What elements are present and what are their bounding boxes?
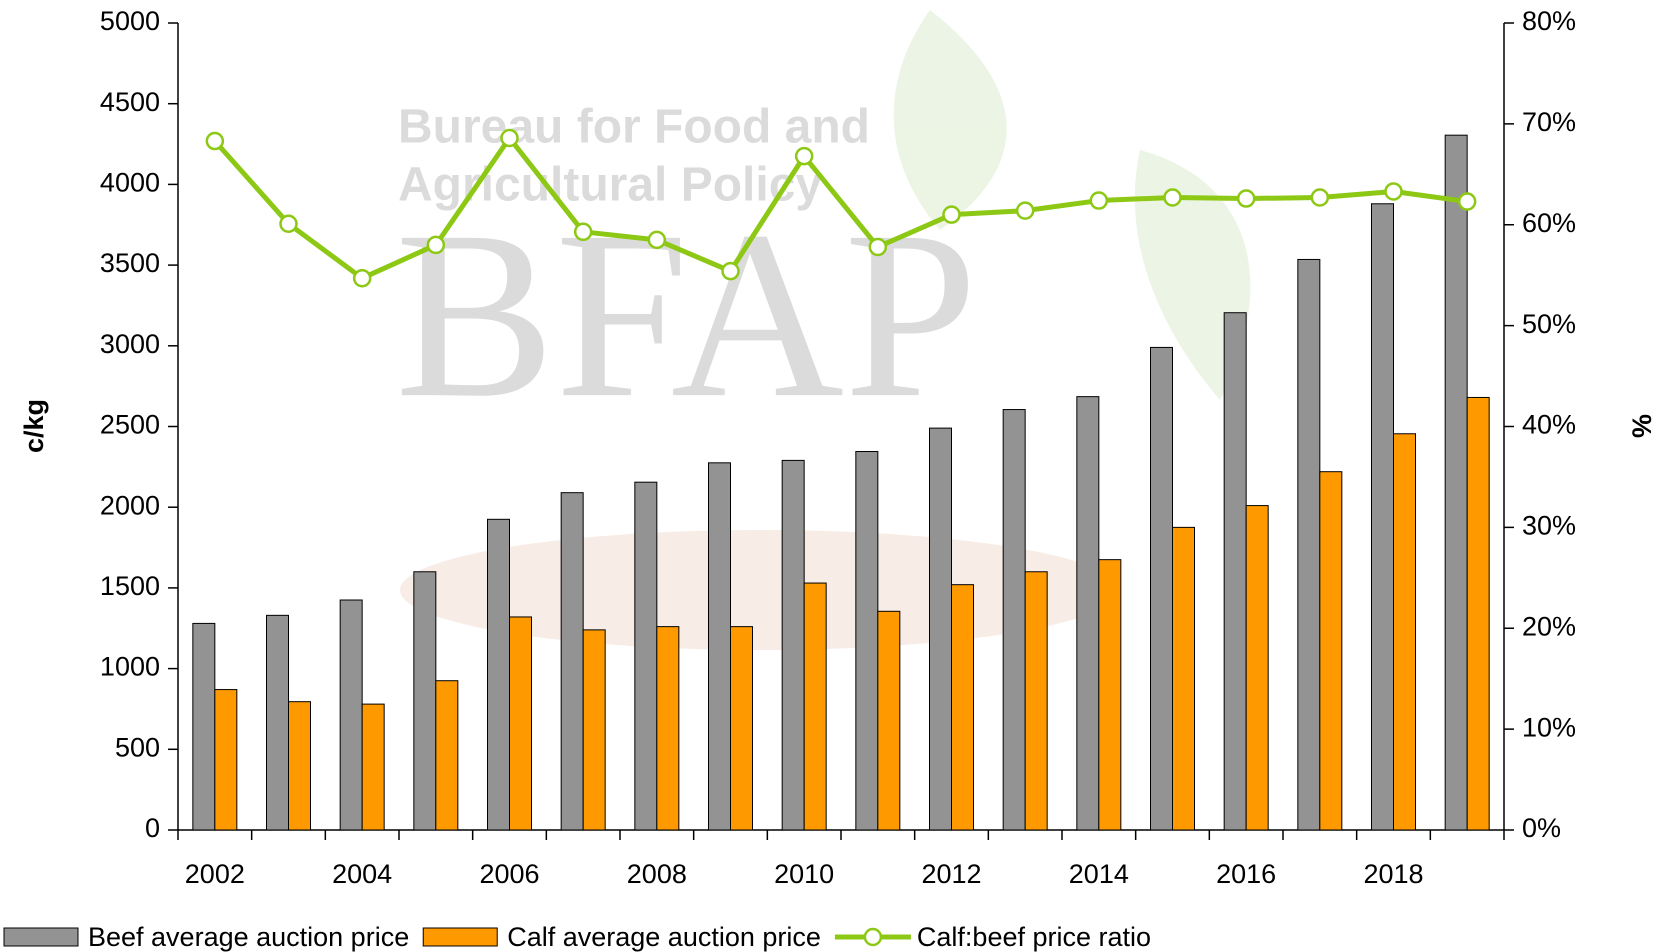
bar	[1297, 258, 1321, 831]
x-tick-label: 2014	[1069, 859, 1129, 889]
x-tick-label: 2002	[185, 859, 245, 889]
y2-tick-label: 0%	[1522, 813, 1561, 843]
y-tick-label: 2500	[100, 410, 160, 440]
line-marker	[1163, 188, 1182, 207]
watermark-leaf	[1134, 150, 1251, 400]
line-marker	[721, 261, 740, 281]
bar	[1393, 433, 1416, 831]
legend-label: Calf:beef price ratio	[917, 922, 1151, 952]
y-axis-title: c/kg	[19, 399, 49, 453]
bar	[509, 616, 532, 831]
line-marker	[573, 222, 593, 242]
bar	[435, 680, 459, 831]
watermark-text: Bureau for Food and	[398, 101, 870, 154]
bar	[413, 571, 437, 831]
x-tick-label: 2006	[479, 859, 539, 889]
line-marker	[500, 128, 519, 148]
bar	[582, 629, 606, 831]
legend-swatch	[863, 927, 883, 947]
bar	[288, 701, 311, 831]
bar	[781, 459, 805, 831]
bar	[803, 582, 827, 831]
bar	[929, 427, 952, 831]
bar	[1150, 346, 1173, 831]
line-marker	[794, 146, 814, 166]
y-tick-label: 4500	[100, 87, 160, 117]
line-marker	[868, 237, 888, 257]
bar	[730, 626, 753, 831]
y2-axis-title: %	[1627, 414, 1657, 438]
y2-tick-label: 10%	[1522, 712, 1576, 742]
y-tick-label: 5000	[100, 6, 160, 36]
watermark: Bureau for Food and Agricultural Policy …	[395, 10, 1251, 650]
bar	[634, 481, 658, 831]
y-tick-label: 1000	[100, 652, 160, 682]
line-marker	[1236, 189, 1256, 208]
y2-tick-label: 20%	[1522, 611, 1576, 641]
bar	[951, 584, 974, 831]
x-tick-label: 2010	[774, 859, 834, 889]
line-marker	[942, 205, 961, 224]
bar	[1223, 312, 1247, 831]
bar	[214, 689, 238, 831]
x-tick-label: 2018	[1363, 859, 1423, 889]
line-marker	[352, 268, 372, 288]
y-tick-label: 1500	[100, 571, 160, 601]
line-marker	[279, 214, 298, 233]
bar	[1172, 526, 1195, 831]
y-tick-label: 500	[115, 732, 160, 762]
line-marker	[1384, 182, 1403, 201]
bar	[487, 518, 510, 831]
line-marker	[1457, 192, 1477, 211]
line-marker	[426, 235, 446, 255]
bar	[1245, 505, 1269, 831]
y-tick-label: 3000	[100, 329, 160, 359]
bar	[656, 626, 680, 831]
watermark-logo: BFAP	[395, 181, 978, 447]
bar	[1076, 396, 1100, 831]
line-marker	[205, 131, 225, 151]
line-marker	[1015, 201, 1035, 220]
line-marker	[647, 230, 667, 250]
y2-tick-label: 50%	[1522, 309, 1576, 339]
bar	[1002, 409, 1026, 831]
y2-tick-label: 30%	[1522, 511, 1576, 541]
y-tick-label: 0	[145, 813, 160, 843]
bar	[361, 703, 385, 831]
y2-tick-label: 70%	[1522, 107, 1576, 137]
y2-tick-label: 40%	[1522, 410, 1576, 440]
x-tick-label: 2012	[921, 859, 981, 889]
bar	[266, 614, 289, 831]
x-tick-label: 2016	[1216, 859, 1276, 889]
y2-tick-label: 60%	[1522, 208, 1576, 238]
bar	[1098, 559, 1122, 831]
bar	[1444, 134, 1468, 831]
bar	[708, 462, 731, 831]
watermark-leaf	[893, 10, 1007, 230]
legend-swatch	[422, 927, 498, 947]
bar	[339, 599, 363, 831]
y2-tick-label: 80%	[1522, 6, 1576, 36]
legend-swatch	[3, 927, 79, 947]
x-tick-label: 2008	[627, 859, 687, 889]
y-tick-label: 2000	[100, 490, 160, 520]
y-tick-label: 4000	[100, 168, 160, 198]
legend-label: Calf average auction price	[507, 922, 821, 952]
bar	[560, 492, 584, 831]
bar	[1466, 396, 1490, 831]
bar	[877, 610, 901, 831]
bar	[1319, 471, 1343, 831]
line	[212, 135, 1468, 281]
bar	[192, 622, 216, 831]
legend-label: Beef average auction price	[88, 922, 409, 952]
x-tick-label: 2004	[332, 859, 392, 889]
bar	[1371, 203, 1394, 831]
bar	[855, 451, 879, 831]
y-tick-label: 3500	[100, 248, 160, 278]
line-marker	[1089, 191, 1109, 210]
line-marker	[1310, 188, 1330, 207]
bar	[1024, 571, 1048, 831]
watermark-text: Agricultural Policy	[398, 159, 822, 212]
